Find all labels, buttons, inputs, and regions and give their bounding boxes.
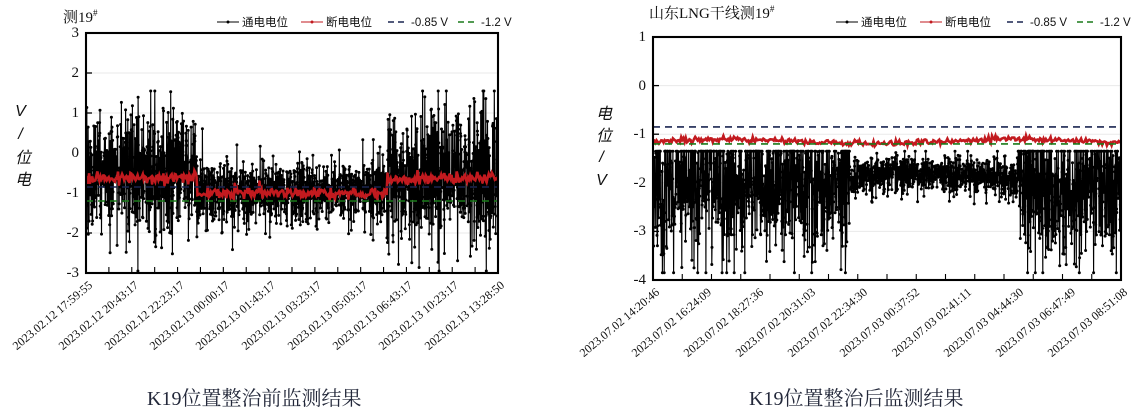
svg-text:断电电位: 断电电位	[326, 14, 372, 30]
svg-text:通电电位: 通电电位	[861, 14, 907, 30]
svg-text:-0.85 V: -0.85 V	[411, 17, 448, 29]
svg-text:-0.85 V: -0.85 V	[1030, 17, 1067, 29]
svg-text:通电电位: 通电电位	[242, 14, 288, 30]
svg-text:断电电位: 断电电位	[945, 14, 991, 30]
svg-text:-1.2 V: -1.2 V	[1100, 17, 1131, 29]
svg-text:-1.2 V: -1.2 V	[481, 17, 512, 29]
